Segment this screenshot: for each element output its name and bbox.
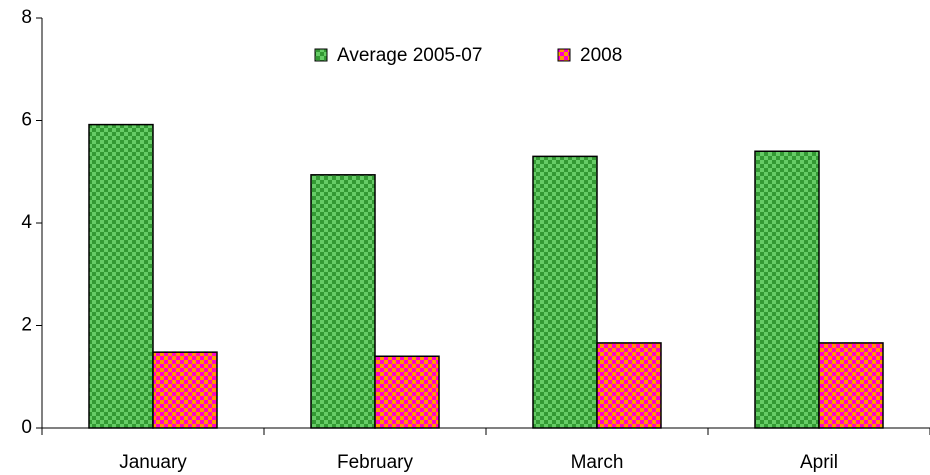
bar [374,355,440,429]
bar [532,155,598,429]
bar [818,342,884,429]
y-tick-label: 8 [21,7,32,28]
legend-swatch [557,48,571,62]
y-tick-label: 2 [21,315,32,336]
legend-label: 2008 [580,45,622,66]
x-tick-label: April [800,452,838,473]
legend-label: Average 2005-07 [337,45,482,66]
x-tick-label: February [337,452,414,473]
y-tick-label: 4 [21,212,32,233]
legend-swatch [314,48,328,62]
bar [596,342,662,429]
x-tick-label: March [571,452,624,473]
x-tick-label: January [119,452,187,473]
bar [88,123,154,429]
bar [754,150,820,429]
bar [310,174,376,429]
y-tick-label: 0 [21,417,32,438]
y-tick-label: 6 [21,110,32,131]
bar [152,351,218,429]
